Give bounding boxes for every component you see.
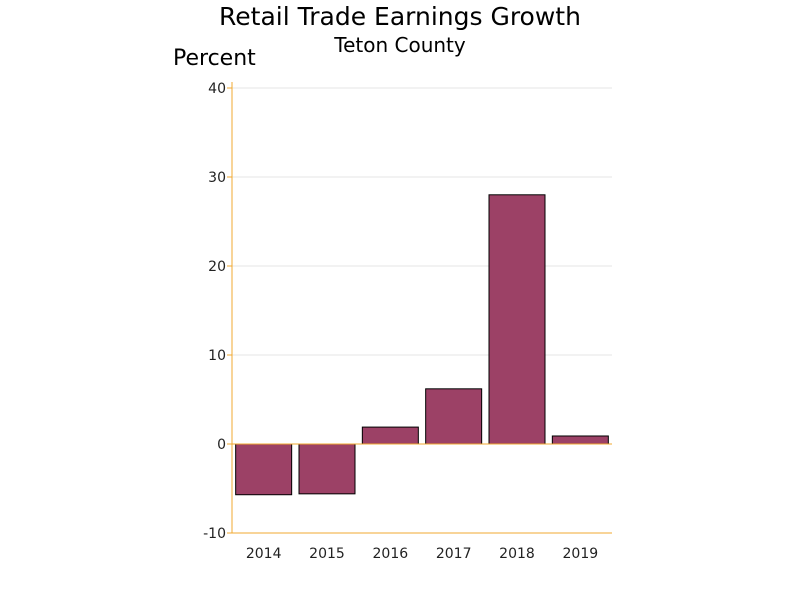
bar-2016	[361, 426, 419, 445]
bars	[235, 194, 609, 496]
chart-title: Retail Trade Earnings Growth	[219, 2, 581, 31]
x-tick-label: 2014	[246, 546, 282, 562]
x-tick-label: 2017	[436, 546, 472, 562]
bar-2014	[235, 443, 293, 496]
y-tick-label: 30	[208, 170, 226, 186]
bar-2017	[425, 388, 483, 445]
x-tick-label: 2019	[563, 546, 599, 562]
chart-subtitle: Teton County	[334, 33, 466, 57]
bar-2015	[298, 443, 356, 495]
x-tick-labels: 2014 2015 2016 2017 2018 2019	[246, 546, 598, 562]
y-tick-label: 10	[208, 348, 226, 364]
y-tick-label: -10	[203, 526, 226, 542]
y-tick-labels: -10 0 10 20 30 40	[203, 81, 226, 542]
y-tick-label: 0	[217, 437, 226, 453]
gridlines	[232, 87, 612, 356]
bar-2018	[488, 194, 546, 445]
x-tick-label: 2016	[373, 546, 409, 562]
y-tick-label: 20	[208, 259, 226, 275]
axes	[227, 82, 612, 534]
y-axis-label: Percent	[173, 46, 256, 71]
y-tick-label: 40	[208, 81, 226, 97]
bar-2019	[551, 435, 609, 445]
x-tick-label: 2015	[309, 546, 345, 562]
x-tick-label: 2018	[499, 546, 535, 562]
